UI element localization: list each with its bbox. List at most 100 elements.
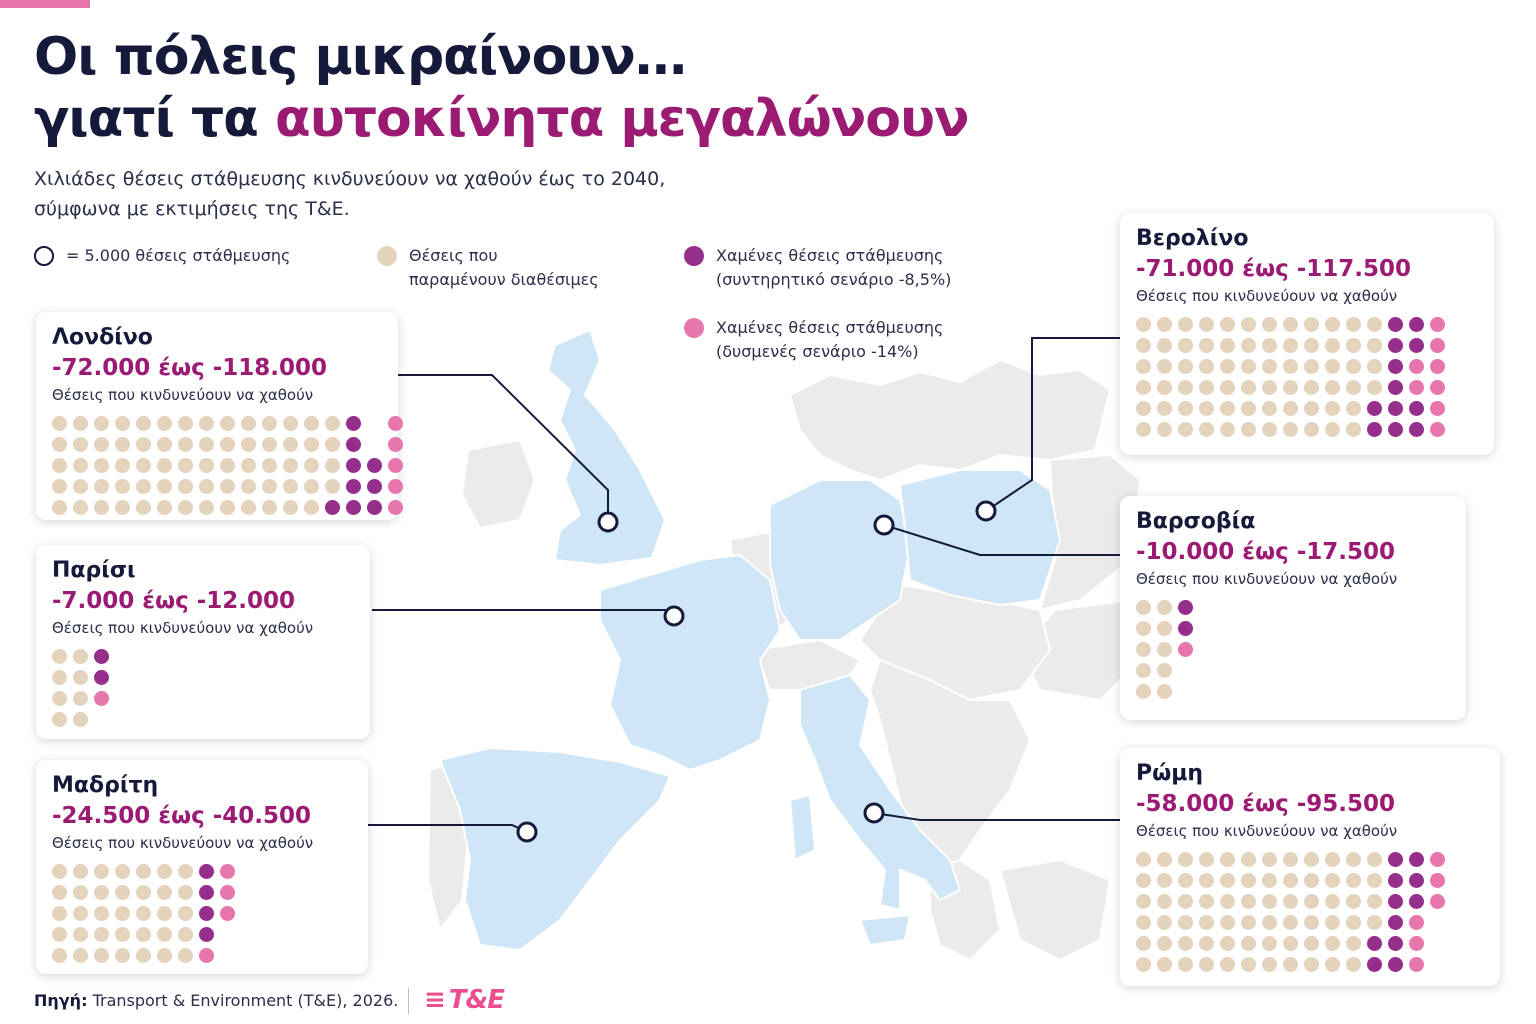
conservative-loss-dot	[1388, 422, 1403, 437]
pessimistic-loss-dot	[1430, 338, 1445, 353]
pessimistic-loss-dot	[1409, 915, 1424, 930]
kept-dot	[1136, 317, 1151, 332]
kept-dot	[1178, 359, 1193, 374]
kept-dot	[1178, 957, 1193, 972]
conservative-loss-dot	[199, 885, 214, 900]
legend-kept-line-2: παραμένουν διαθέσιμες	[409, 270, 599, 289]
conservative-loss-dot	[346, 437, 361, 452]
kept-dot	[178, 864, 193, 879]
kept-dot	[1367, 338, 1382, 353]
kept-dot	[1220, 852, 1235, 867]
kept-dot	[1283, 401, 1298, 416]
kept-dot	[304, 437, 319, 452]
empty-slot	[1430, 936, 1445, 951]
kept-dot	[1304, 957, 1319, 972]
legend-conservative: Χαμένες θέσεις στάθμευσης (συντηρητικό σε…	[684, 244, 951, 292]
kept-dot	[1199, 422, 1214, 437]
kept-dot	[1220, 936, 1235, 951]
kept-dot	[1283, 936, 1298, 951]
kept-dot	[115, 927, 130, 942]
kept-dot	[220, 500, 235, 515]
connector-rome	[873, 812, 1120, 821]
top-accent-bar	[0, 0, 90, 8]
kept-dot	[1178, 894, 1193, 909]
kept-dot	[1178, 915, 1193, 930]
conservative-loss-dot	[199, 864, 214, 879]
kept-dot	[94, 479, 109, 494]
kept-dot	[1325, 915, 1340, 930]
conservative-loss-dot	[346, 416, 361, 431]
kept-dot	[1157, 957, 1172, 972]
kept-dot	[115, 500, 130, 515]
kept-dot	[115, 437, 130, 452]
kept-dot	[1304, 401, 1319, 416]
conservative-loss-dot	[1367, 401, 1382, 416]
pessimistic-loss-dot	[388, 416, 403, 431]
kept-dot	[1157, 422, 1172, 437]
kept-dot	[52, 864, 67, 879]
kept-dot	[1325, 873, 1340, 888]
conservative-loss-dot	[1388, 401, 1403, 416]
kept-dot	[73, 649, 88, 664]
empty-slot	[1178, 663, 1193, 678]
kept-dot	[262, 500, 277, 515]
title-line-1: Οι πόλεις μικραίνουν…	[34, 27, 687, 87]
kept-dot	[1136, 894, 1151, 909]
kept-dot	[136, 479, 151, 494]
kept-dot	[73, 885, 88, 900]
kept-dot	[1262, 936, 1277, 951]
kept-dot	[1262, 957, 1277, 972]
pessimistic-loss-dot	[1409, 359, 1424, 374]
dot-grid-london	[52, 416, 403, 515]
pessimistic-loss-dot	[1409, 380, 1424, 395]
kept-dot	[262, 437, 277, 452]
loss-note: Θέσεις που κινδυνεύουν να χαθούν	[52, 834, 314, 852]
loss-range: -7.000 έως -12.000	[52, 588, 296, 614]
legend-conservative-line-2: (συντηρητικό σενάριο -8,5%)	[716, 270, 952, 289]
conservative-loss-dot	[1409, 401, 1424, 416]
kept-dot	[136, 906, 151, 921]
pessimistic-loss-dot	[388, 479, 403, 494]
kept-dot	[241, 479, 256, 494]
conservative-loss-dot	[367, 500, 382, 515]
kept-dot	[73, 864, 88, 879]
kept-dot	[1346, 915, 1361, 930]
kept-dot	[136, 927, 151, 942]
page-title: Οι πόλεις μικραίνουν… γιατί τα αυτοκίνητ…	[34, 26, 970, 150]
kept-dot	[1220, 873, 1235, 888]
te-logo-text: T&E	[448, 985, 505, 1015]
kept-dot	[1199, 380, 1214, 395]
kept-dot	[1304, 894, 1319, 909]
pessimistic-loss-dot	[220, 906, 235, 921]
card-london: Λονδίνο -72.000 έως -118.000 Θέσεις που …	[36, 312, 403, 520]
kept-dot	[1178, 873, 1193, 888]
connector-berlin	[985, 337, 1120, 512]
kept-dot	[136, 500, 151, 515]
legend-pessimistic-line-2: (δυσμενές σενάριο -14%)	[716, 342, 919, 361]
kept-dot	[157, 906, 172, 921]
kept-dot	[52, 670, 67, 685]
loss-note: Θέσεις που κινδυνεύουν να χαθούν	[52, 619, 314, 637]
kept-dot	[1178, 852, 1193, 867]
pessimistic-loss-dot	[1430, 873, 1445, 888]
kept-dot	[136, 948, 151, 963]
pessimistic-loss-dot	[1178, 642, 1193, 657]
kept-dot	[94, 500, 109, 515]
loss-range: -58.000 έως -95.500	[1136, 791, 1396, 817]
pessimistic-loss-dot	[1430, 380, 1445, 395]
kept-dot	[1283, 915, 1298, 930]
marker-london	[597, 511, 619, 533]
kept-dot	[1199, 957, 1214, 972]
kept-dot	[1346, 359, 1361, 374]
kept-dot	[52, 437, 67, 452]
kept-dot	[262, 479, 277, 494]
kept-dot	[283, 500, 298, 515]
pessimistic-loss-dot	[388, 437, 403, 452]
city-name: Βερολίνο	[1136, 226, 1249, 251]
pessimistic-loss-dot	[388, 458, 403, 473]
kept-dot	[1262, 380, 1277, 395]
kept-dot	[1283, 317, 1298, 332]
kept-dot	[1199, 915, 1214, 930]
kept-dot	[1262, 894, 1277, 909]
kept-dot	[1304, 359, 1319, 374]
